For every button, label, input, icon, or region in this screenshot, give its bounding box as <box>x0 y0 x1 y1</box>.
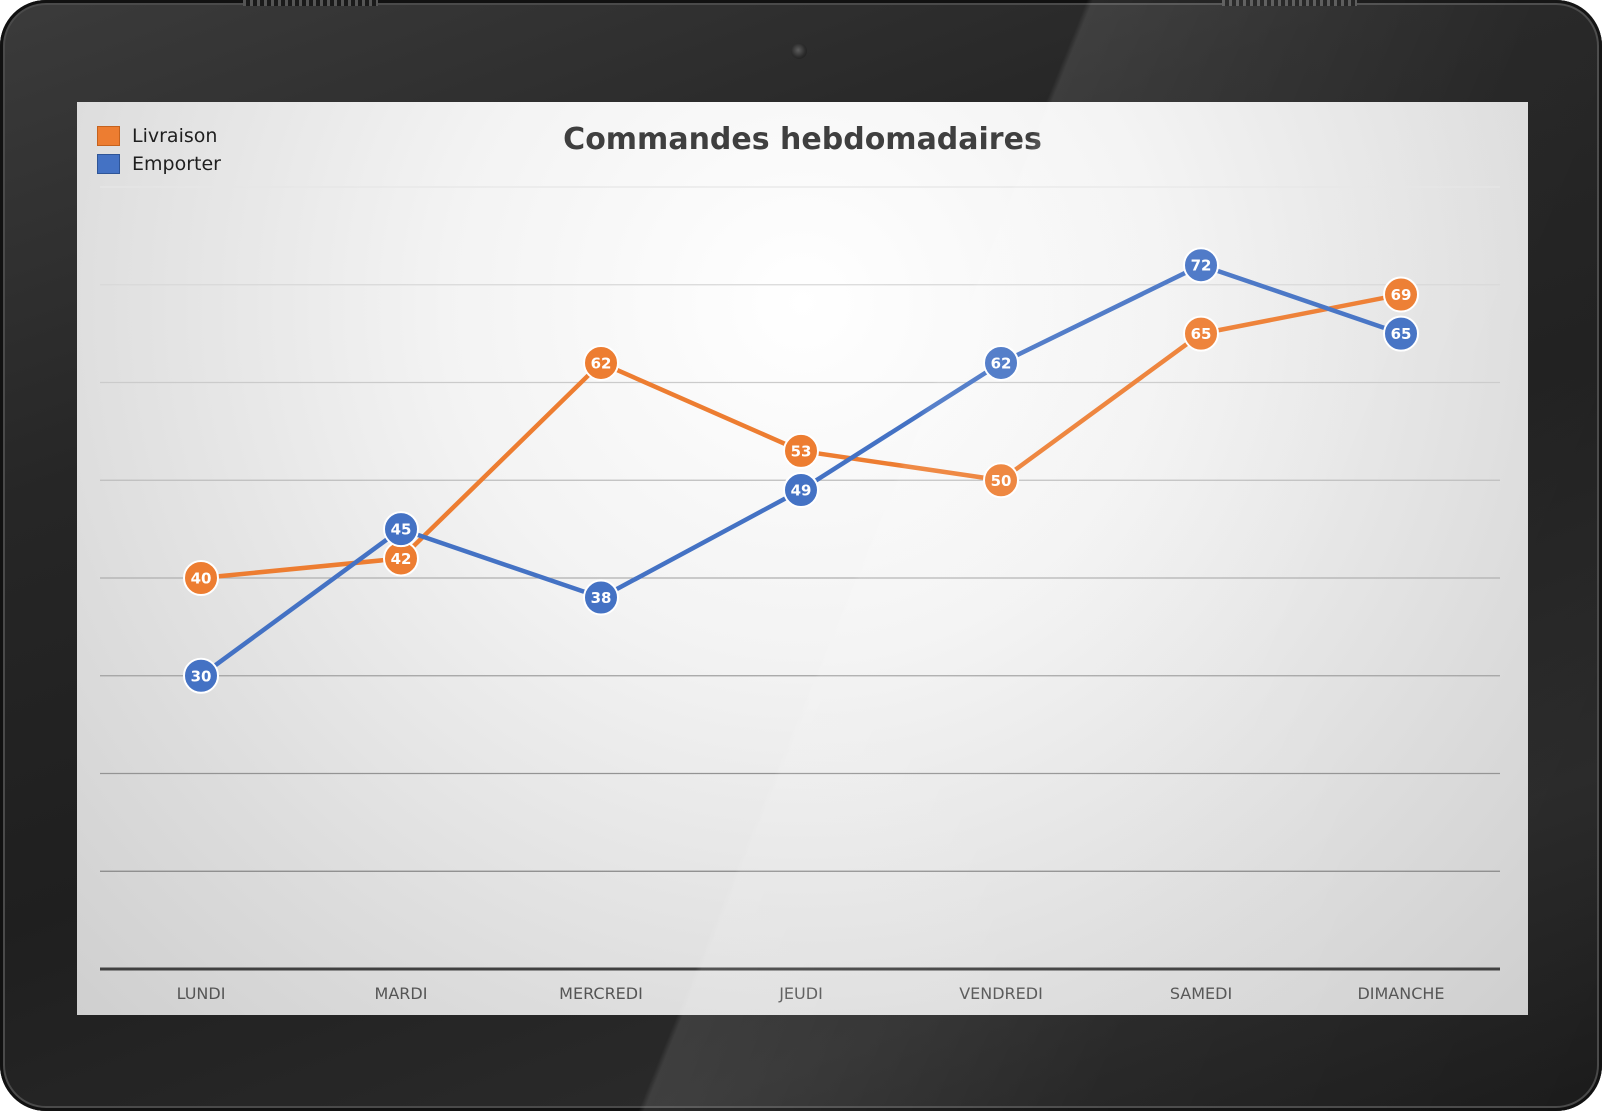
data-point <box>1183 315 1219 352</box>
data-label: 50 <box>991 472 1012 490</box>
series-markers: 40 42 62 53 50 65 69 30 45 38 49 62 72 65 <box>183 247 1419 694</box>
data-point <box>183 560 219 596</box>
x-tick-label: VENDREDI <box>959 984 1043 1003</box>
x-tick-label: MARDI <box>375 984 428 1003</box>
data-point <box>383 511 419 548</box>
legend-item-emporter: Emporter <box>97 150 221 178</box>
x-tick-label: MERCREDI <box>559 984 643 1003</box>
data-point <box>783 432 819 469</box>
legend-swatch-livraison <box>97 126 120 146</box>
data-label: 65 <box>1391 325 1412 343</box>
legend-item-livraison: Livraison <box>97 122 221 150</box>
speaker-grille-left <box>243 0 378 6</box>
data-point <box>783 472 819 509</box>
data-label: 42 <box>391 550 412 568</box>
data-label: 30 <box>191 667 212 685</box>
line-chart: 40 42 62 53 50 65 69 30 45 38 49 62 72 65 LUNDI MARDI M… <box>100 186 1500 1003</box>
data-point <box>583 344 619 381</box>
chart-title: Commandes hebdomadaires <box>563 122 1042 157</box>
data-label: 38 <box>591 589 612 607</box>
data-point <box>1383 315 1419 352</box>
data-label: 40 <box>191 570 212 588</box>
data-point <box>983 462 1019 499</box>
data-point <box>1183 247 1219 284</box>
series-lines <box>199 262 1402 678</box>
data-point <box>983 344 1019 381</box>
x-tick-label: JEUDI <box>778 984 823 1003</box>
series-line <box>199 262 1402 678</box>
data-label: 45 <box>391 521 412 539</box>
legend-label-emporter: Emporter <box>132 153 221 175</box>
grid-lines <box>100 186 1500 971</box>
legend-swatch-emporter <box>97 154 120 174</box>
data-label: 62 <box>991 354 1012 372</box>
data-label: 65 <box>1191 325 1212 343</box>
chart-screen: 40 42 62 53 50 65 69 30 45 38 49 62 72 65 LUNDI MARDI M… <box>77 102 1528 1015</box>
x-tick-label: DIMANCHE <box>1357 984 1444 1003</box>
speaker-grille-right <box>1222 0 1357 6</box>
data-point <box>183 657 219 694</box>
legend-label-livraison: Livraison <box>132 125 218 147</box>
camera-icon <box>791 43 807 59</box>
data-point <box>1383 276 1419 313</box>
category-labels: LUNDI MARDI MERCREDI JEUDI VENDREDI SAMEDI DIM… <box>177 984 1445 1003</box>
data-label: 49 <box>791 482 812 500</box>
data-label: 69 <box>1391 286 1412 304</box>
data-label: 62 <box>591 354 612 372</box>
x-tick-label: LUNDI <box>177 984 226 1003</box>
data-label: 53 <box>791 442 812 460</box>
data-point <box>583 579 619 616</box>
x-tick-label: SAMEDI <box>1170 984 1232 1003</box>
chart-legend: Livraison Emporter <box>97 122 221 178</box>
data-label: 72 <box>1191 257 1212 275</box>
